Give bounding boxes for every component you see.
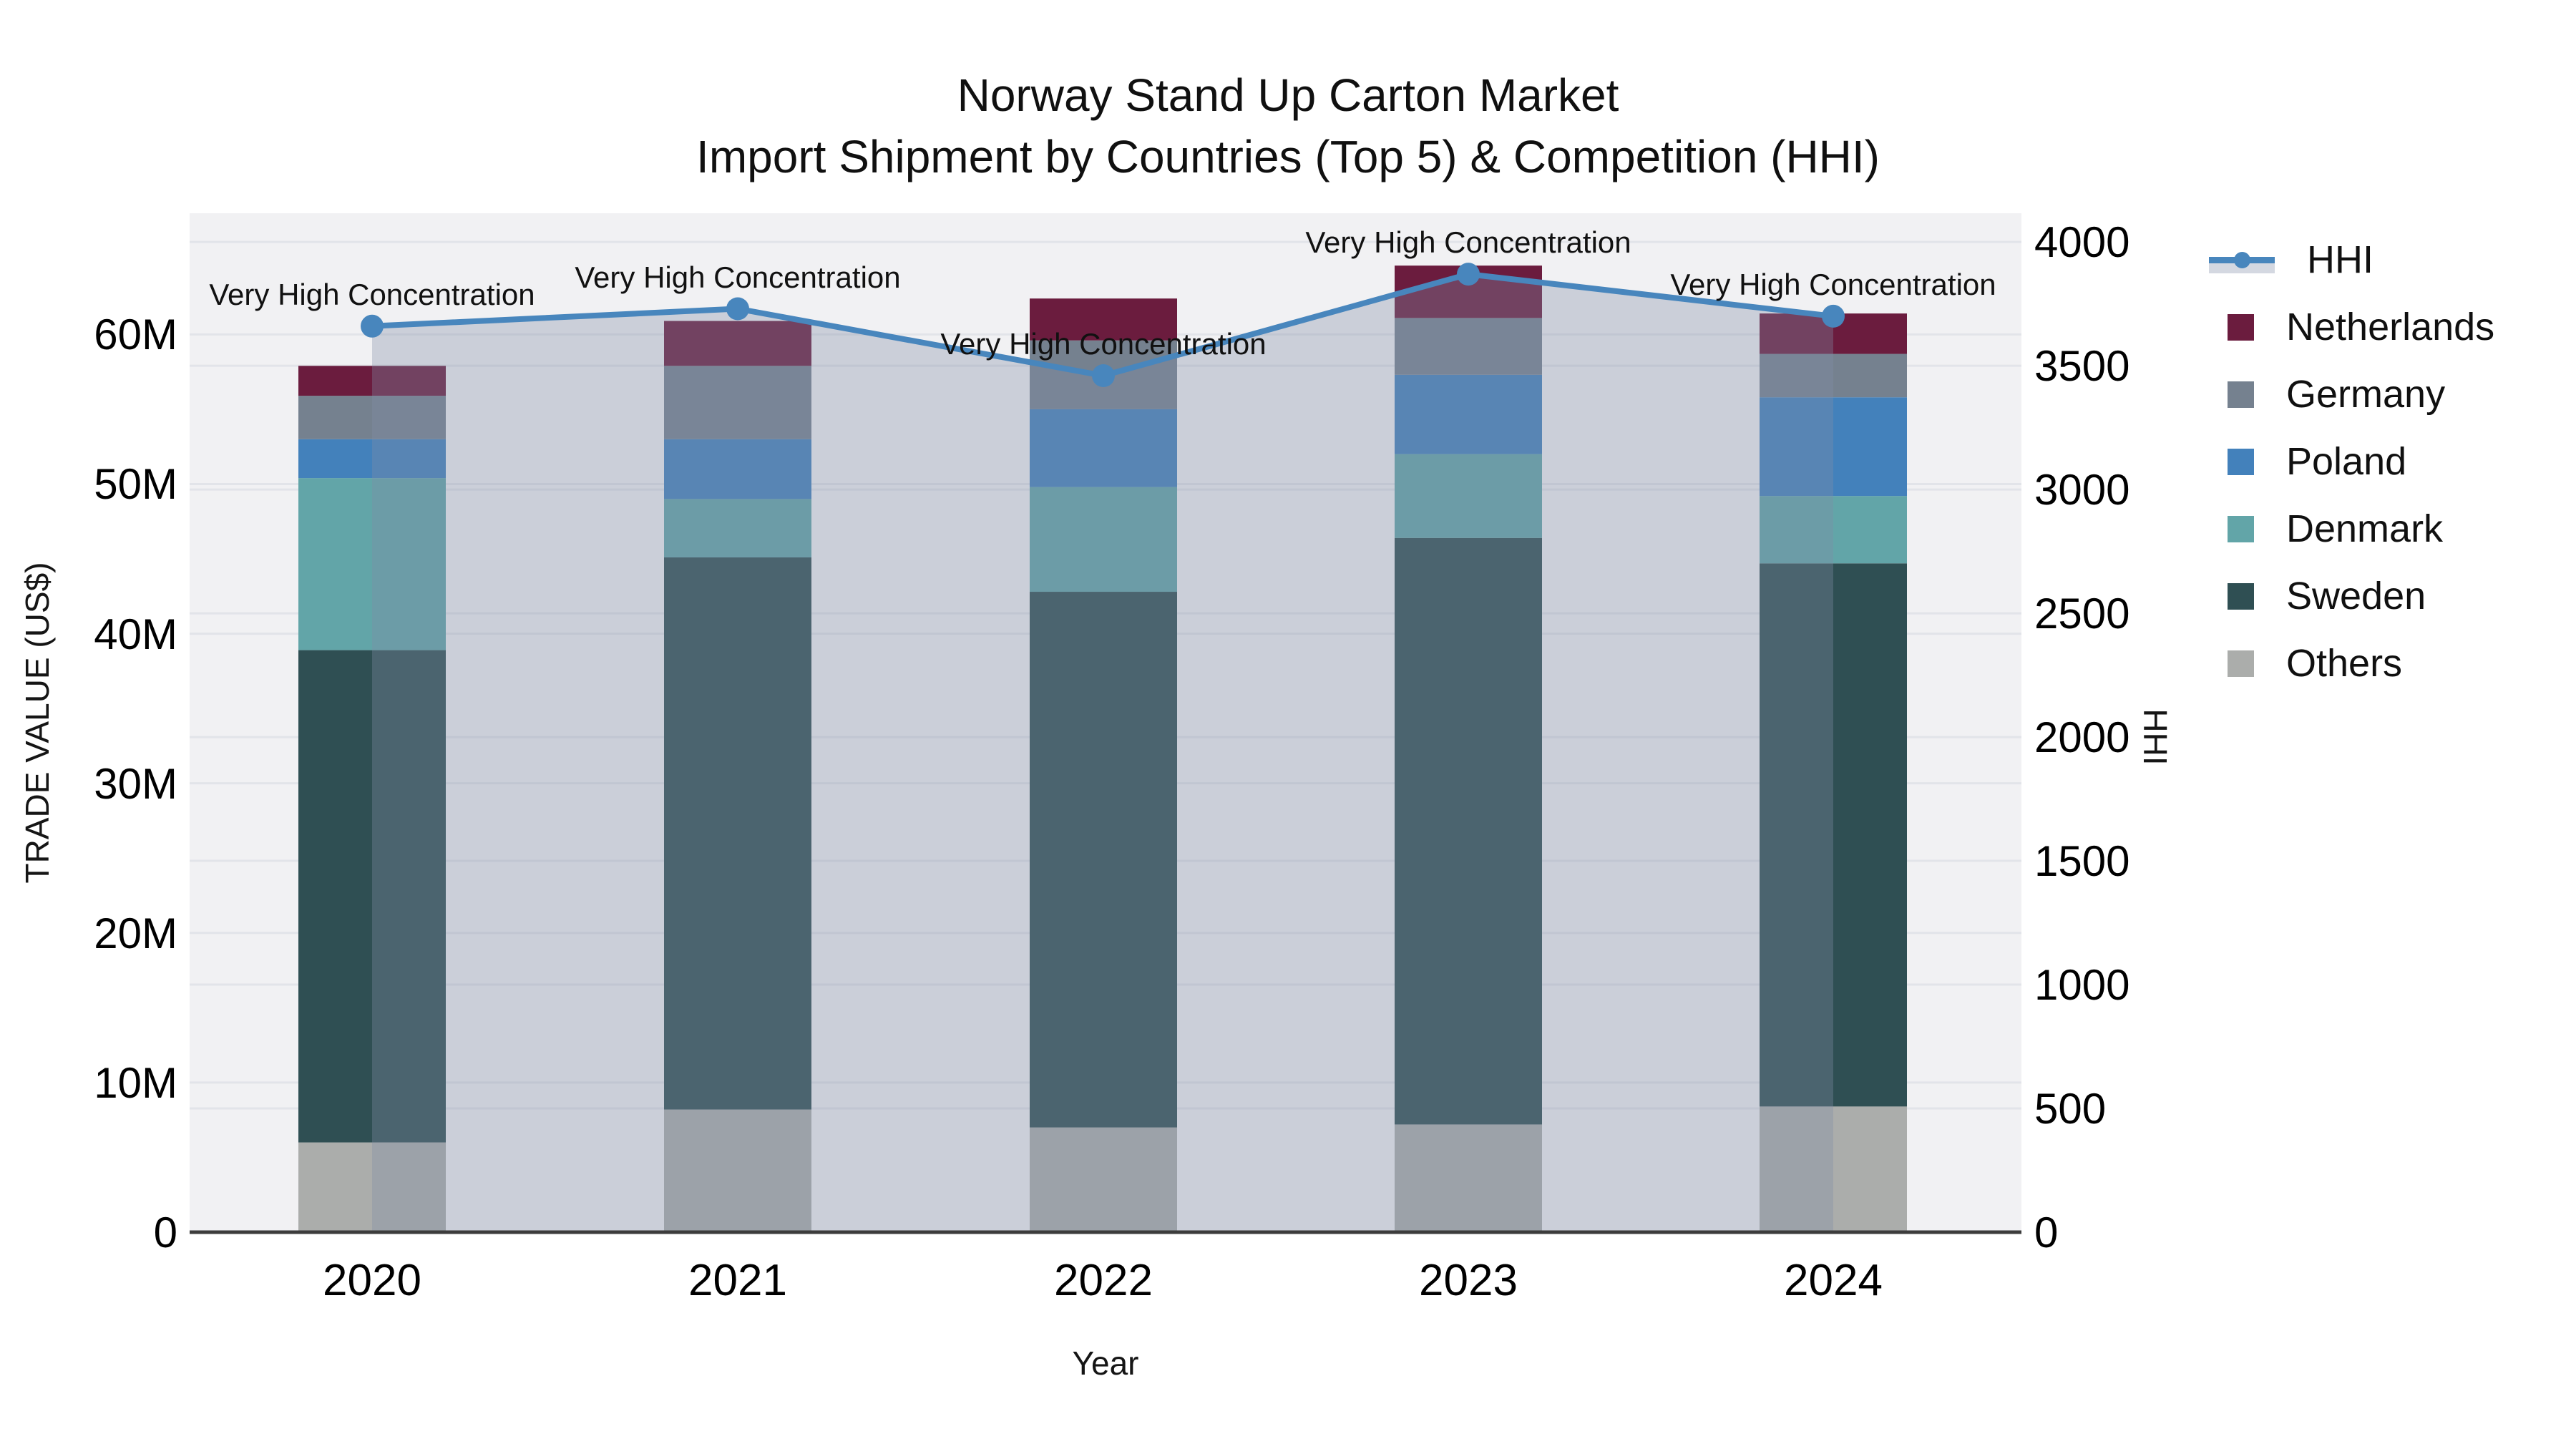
- legend-label: Denmark: [2286, 507, 2444, 550]
- legend-label: Sweden: [2286, 575, 2426, 618]
- y-right-tick-label: 3000: [2034, 466, 2129, 514]
- y-left-tick-label: 0: [154, 1209, 177, 1257]
- y-left-tick-label: 40M: [94, 610, 177, 658]
- bar-segment-netherlands-2022[interactable]: [1030, 298, 1177, 341]
- y-left-tick-label: 30M: [94, 760, 177, 808]
- bar-segment-germany-2020[interactable]: [298, 396, 446, 439]
- hhi-marker-2021[interactable]: [726, 297, 749, 321]
- hhi-area-fill: [372, 274, 1833, 1233]
- x-axis-title: Year: [1072, 1345, 1139, 1382]
- legend-item-others[interactable]: Others: [2209, 630, 2552, 697]
- annotation-2020: Very High Concentration: [209, 278, 535, 311]
- annotation-2021: Very High Concentration: [575, 260, 900, 294]
- hhi-marker-2023[interactable]: [1457, 263, 1480, 286]
- y-left-tick-label: 60M: [94, 311, 177, 358]
- legend-item-hhi[interactable]: HHI: [2209, 226, 2552, 293]
- others-swatch-icon: [2228, 650, 2254, 677]
- bar-segment-others-2023[interactable]: [1395, 1124, 1542, 1232]
- bar-segment-poland-2020[interactable]: [298, 439, 446, 479]
- legend-label: HHI: [2307, 238, 2373, 281]
- bar-segment-denmark-2022[interactable]: [1030, 487, 1177, 592]
- sweden-swatch-icon: [2228, 582, 2254, 610]
- x-tick-label-2020: 2020: [323, 1256, 421, 1305]
- legend-label: Netherlands: [2286, 306, 2495, 348]
- x-tick-label-2022: 2022: [1054, 1256, 1153, 1305]
- bar-segment-denmark-2023[interactable]: [1395, 454, 1542, 538]
- bar-segment-denmark-2024[interactable]: [1760, 496, 1907, 564]
- legend-item-germany[interactable]: Germany: [2209, 361, 2552, 428]
- bar-segment-poland-2021[interactable]: [664, 439, 811, 499]
- bar-segment-others-2021[interactable]: [664, 1109, 811, 1232]
- bar-segment-sweden-2020[interactable]: [298, 650, 446, 1143]
- poland-swatch-icon: [2228, 448, 2254, 475]
- bar-segment-sweden-2022[interactable]: [1030, 592, 1177, 1128]
- y-axis-title-right: HHI: [2137, 708, 2174, 766]
- x-tick-label-2024: 2024: [1784, 1256, 1883, 1305]
- hhi-line-sample-icon: [2209, 226, 2275, 293]
- bar-segment-poland-2022[interactable]: [1030, 409, 1177, 487]
- bar-segment-denmark-2020[interactable]: [298, 478, 446, 650]
- y-left-tick-label: 20M: [94, 909, 177, 957]
- x-tick-label-2021: 2021: [688, 1256, 787, 1305]
- hhi-marker-2020[interactable]: [361, 314, 384, 338]
- y-axis-title-left: TRADE VALUE (US$): [19, 562, 56, 884]
- chart-title: Norway Stand Up Carton Market: [957, 69, 1619, 121]
- bar-segment-germany-2021[interactable]: [664, 366, 811, 439]
- annotation-2022: Very High Concentration: [940, 327, 1266, 361]
- y-right-tick-label: 4000: [2034, 218, 2129, 266]
- y-right-tick-label: 3500: [2034, 342, 2129, 390]
- y-right-tick-label: 0: [2034, 1209, 2058, 1257]
- legend-item-poland[interactable]: Poland: [2209, 428, 2552, 495]
- y-right-tick-label: 2500: [2034, 590, 2129, 638]
- hhi-marker-2024[interactable]: [1822, 304, 1845, 328]
- legend-label: Poland: [2286, 440, 2407, 483]
- legend-item-sweden[interactable]: Sweden: [2209, 562, 2552, 630]
- bar-segment-netherlands-2020[interactable]: [298, 366, 446, 396]
- y-right-tick-label: 2000: [2034, 713, 2129, 761]
- netherlands-swatch-icon: [2228, 313, 2254, 341]
- bar-segment-netherlands-2021[interactable]: [664, 321, 811, 366]
- y-right-tick-label: 1000: [2034, 961, 2129, 1009]
- y-left-tick-label: 10M: [94, 1059, 177, 1107]
- bar-segment-denmark-2021[interactable]: [664, 499, 811, 557]
- chart-subtitle: Import Shipment by Countries (Top 5) & C…: [696, 131, 1880, 182]
- legend-item-netherlands[interactable]: Netherlands: [2209, 293, 2552, 361]
- annotation-2024: Very High Concentration: [1670, 268, 1996, 301]
- legend-label: Others: [2286, 642, 2403, 685]
- legend: HHI Netherlands Germany Poland Denmark S…: [2209, 226, 2552, 697]
- bar-segment-poland-2024[interactable]: [1760, 397, 1907, 497]
- legend-label: Germany: [2286, 373, 2446, 416]
- bar-segment-germany-2024[interactable]: [1760, 353, 1907, 398]
- bar-segment-sweden-2021[interactable]: [664, 557, 811, 1110]
- bar-segment-others-2024[interactable]: [1760, 1106, 1907, 1232]
- y-right-tick-label: 500: [2034, 1085, 2106, 1133]
- annotation-2023: Very High Concentration: [1305, 225, 1631, 259]
- bar-segment-sweden-2024[interactable]: [1760, 563, 1907, 1107]
- y-left-tick-label: 50M: [94, 460, 177, 508]
- bar-segment-others-2020[interactable]: [298, 1142, 446, 1232]
- hhi-marker-2022[interactable]: [1092, 364, 1115, 387]
- x-tick-label-2023: 2023: [1419, 1256, 1518, 1305]
- germany-swatch-icon: [2228, 381, 2254, 408]
- bar-segment-sweden-2023[interactable]: [1395, 537, 1542, 1125]
- denmark-swatch-icon: [2228, 515, 2254, 542]
- bar-segment-poland-2023[interactable]: [1395, 374, 1542, 454]
- bar-segment-germany-2023[interactable]: [1395, 318, 1542, 375]
- y-right-tick-label: 1500: [2034, 837, 2129, 885]
- legend-item-denmark[interactable]: Denmark: [2209, 495, 2552, 562]
- bar-segment-others-2022[interactable]: [1030, 1127, 1177, 1232]
